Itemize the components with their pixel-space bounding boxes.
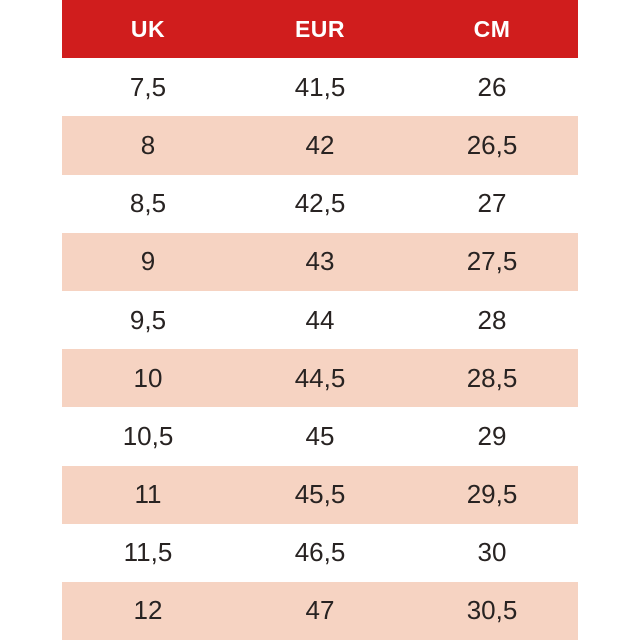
table-cell: 7,5 [129, 71, 167, 102]
table-row: 10,5 45 29 [62, 407, 578, 465]
table-cell: 9,5 [129, 304, 167, 335]
table-cell: 27,5 [466, 246, 518, 277]
table-cell: 26 [477, 71, 507, 102]
table-cell: 12 [133, 595, 163, 626]
table-row: 8,5 42,5 27 [62, 175, 578, 233]
size-conversion-table: UK EUR CM 7,5 41,5 26 8 42 26,5 8,5 42,5 27 9 43 27… [62, 0, 578, 640]
table-cell: 42,5 [294, 188, 346, 219]
table-cell: 29,5 [466, 479, 518, 510]
table-cell: 10,5 [122, 420, 174, 451]
header-cell-cm: CM [473, 15, 511, 42]
table-cell: 41,5 [294, 71, 346, 102]
table-row: 10 44,5 28,5 [62, 349, 578, 408]
table-cell: 43 [305, 246, 335, 277]
table-cell: 10 [133, 362, 163, 393]
table-cell: 28 [477, 304, 507, 335]
table-row: 9 43 27,5 [62, 232, 578, 291]
table-cell: 45 [305, 420, 335, 451]
header-cell-eur: EUR [294, 15, 346, 42]
table-row: 12 47 30,5 [62, 581, 578, 640]
table-header-row: UK EUR CM [62, 0, 578, 59]
table-cell: 8,5 [129, 188, 167, 219]
table-cell: 11,5 [123, 537, 173, 568]
table-row: 11,5 46,5 30 [62, 524, 578, 582]
table-cell: 42 [305, 129, 335, 160]
header-cell-uk: UK [130, 15, 166, 42]
table-row: 7,5 41,5 26 [62, 58, 578, 116]
table-row: 11 45,5 29,5 [62, 465, 578, 524]
table-cell: 46,5 [294, 537, 346, 568]
table-cell: 11 [134, 479, 162, 510]
table-cell: 29 [477, 420, 507, 451]
table-cell: 30 [477, 537, 507, 568]
table-cell: 44,5 [294, 362, 346, 393]
table-row: 8 42 26,5 [62, 116, 578, 175]
table-cell: 30,5 [466, 595, 518, 626]
table-cell: 45,5 [294, 479, 346, 510]
table-cell: 26,5 [466, 129, 518, 160]
table-cell: 47 [305, 595, 335, 626]
table-cell: 9 [140, 246, 156, 277]
table-cell: 27 [477, 188, 507, 219]
table-cell: 28,5 [466, 362, 518, 393]
table-cell: 8 [140, 129, 156, 160]
table-cell: 44 [305, 304, 335, 335]
table-row: 9,5 44 28 [62, 291, 578, 349]
